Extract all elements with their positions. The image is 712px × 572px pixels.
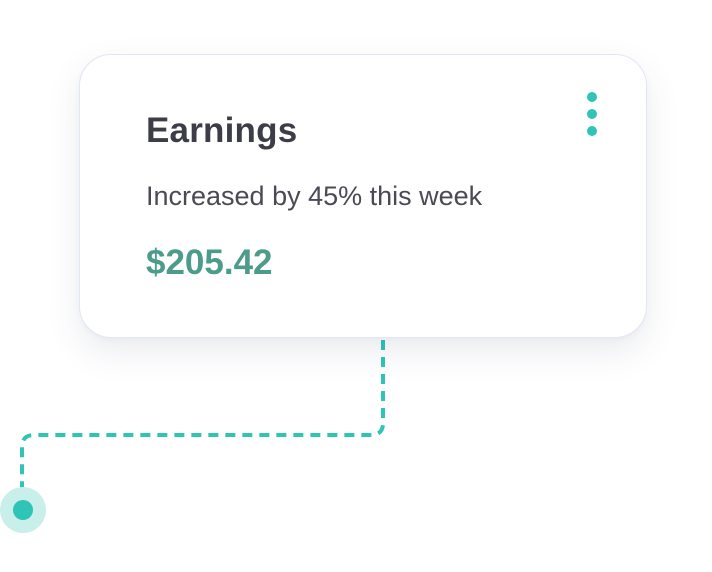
earnings-amount: $205.42 [146,243,273,282]
card-title: Earnings [146,111,298,150]
card-subtitle: Increased by 45% this week [146,181,483,211]
more-options-button[interactable] [580,87,604,143]
connector-path [20,340,385,500]
connector-endpoint-dot [13,500,33,520]
more-vertical-icon [587,92,597,136]
earnings-card: Earnings Increased by 45% this week $205… [79,54,647,338]
